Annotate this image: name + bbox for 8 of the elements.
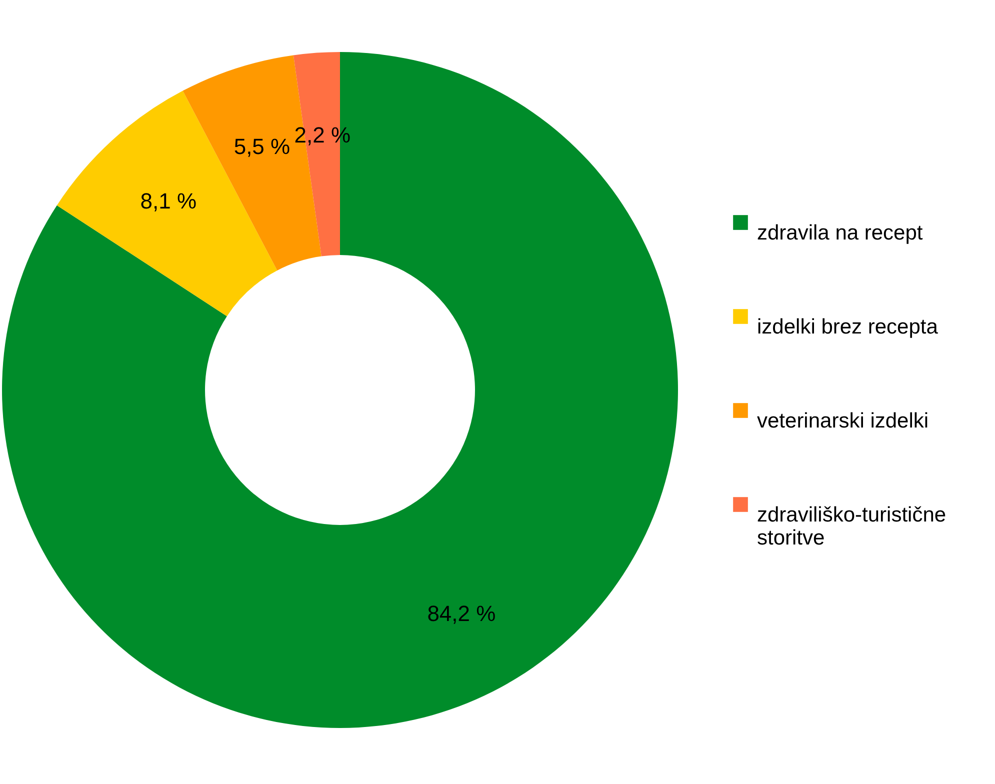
legend-label: veterinarski izdelki — [757, 410, 929, 432]
data-label: 84,2 % — [427, 601, 496, 626]
legend-label: izdelki brez recepta — [757, 316, 938, 338]
legend-label: zdravila na recept — [757, 222, 923, 244]
data-label: 8,1 % — [140, 188, 197, 214]
data-label: 5,5 % — [234, 134, 290, 160]
legend-label: zdraviliško-turistične storitve — [757, 504, 946, 550]
donut-slice — [2, 52, 678, 728]
